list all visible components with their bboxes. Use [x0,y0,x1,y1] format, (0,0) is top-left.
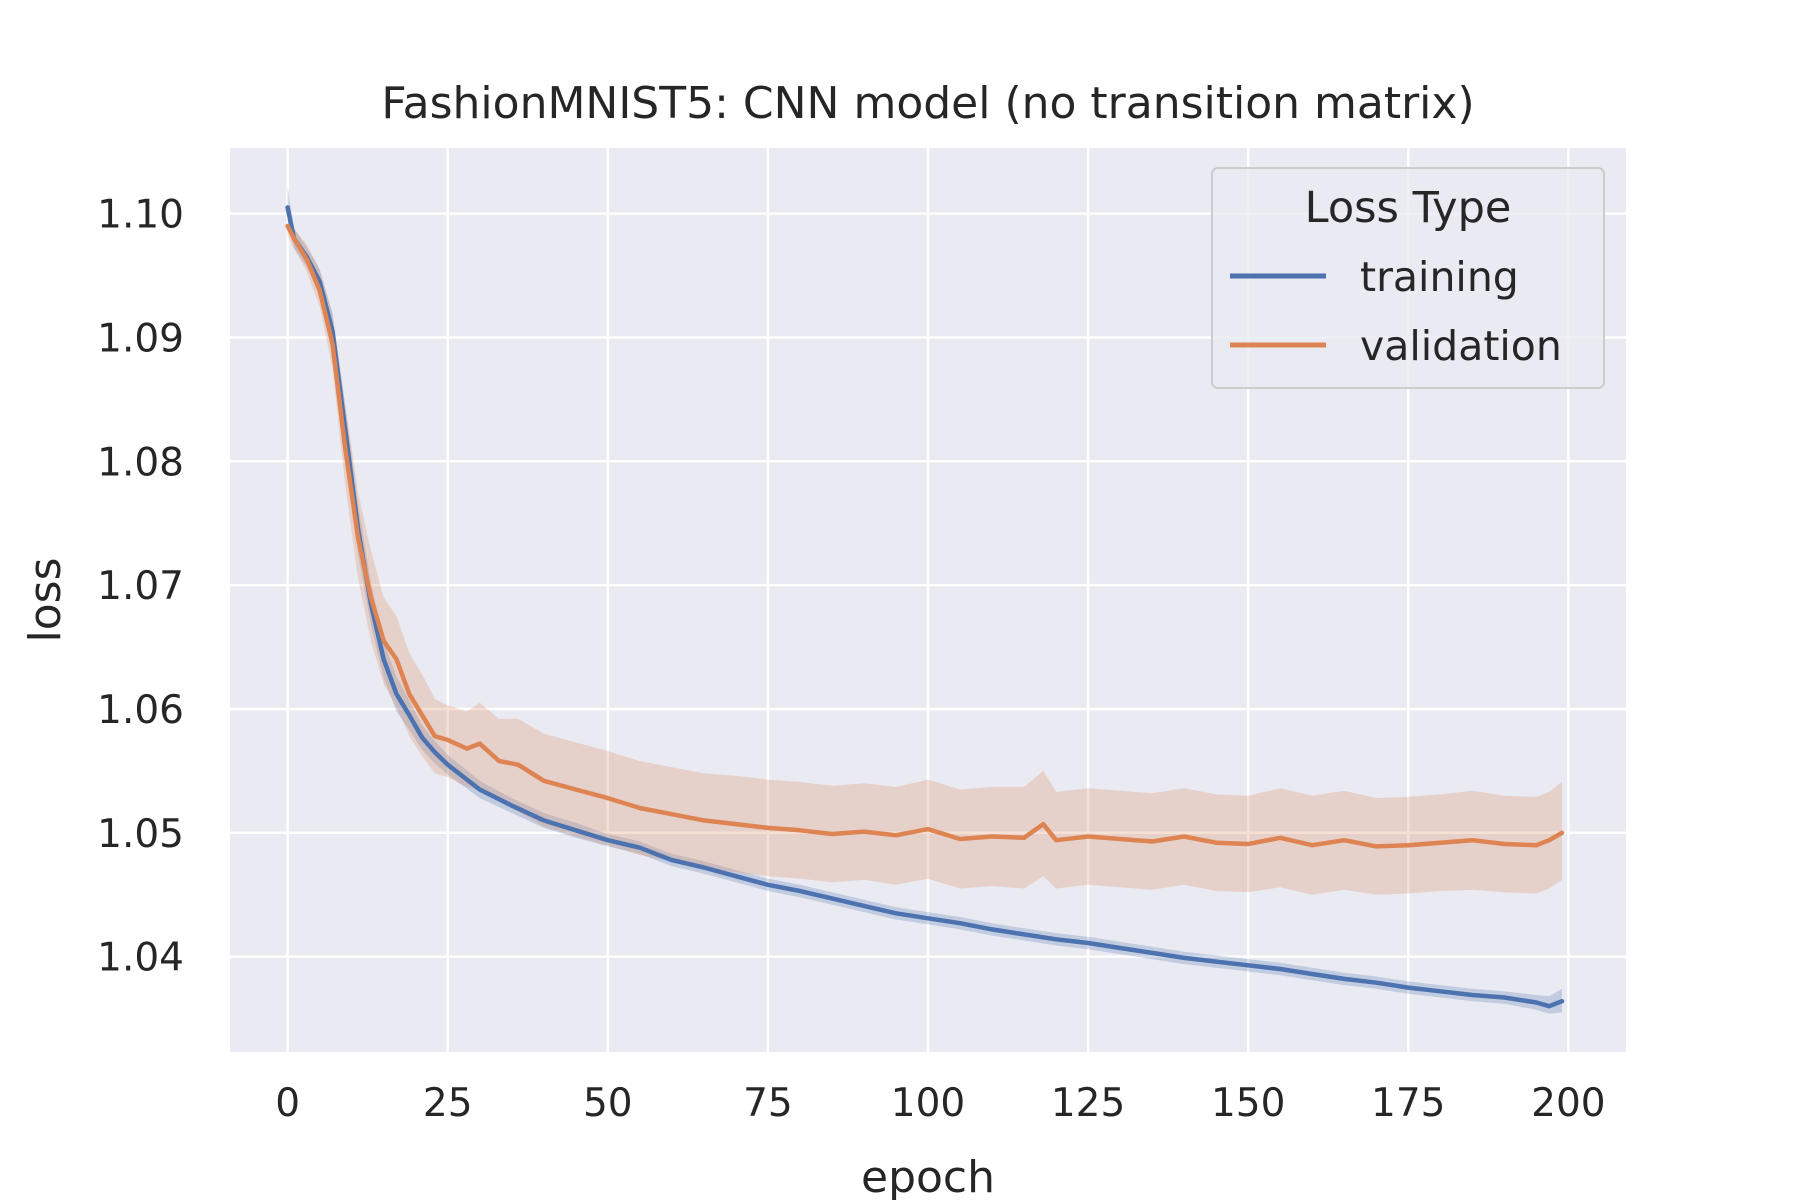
legend-label-validation: validation [1360,322,1562,370]
x-tick-label-125: 125 [1051,1081,1125,1126]
y-tick-label-5: 1.09 [97,316,184,361]
y-axis-label: loss [20,558,71,643]
x-tick-label-150: 150 [1211,1081,1285,1126]
y-tick-label-4: 1.08 [97,440,184,485]
band-validation [287,216,1563,895]
line-training [285,205,1565,1009]
y-tick-labels: 1.04 1.05 1.06 1.07 1.08 1.09 1.10 [97,193,184,981]
x-tick-label-50: 50 [583,1081,633,1126]
x-tick-label-75: 75 [743,1081,793,1126]
x-tick-label-0: 0 [275,1081,300,1126]
legend: Loss Type training validation [1211,167,1605,389]
confidence-bands [287,186,1563,1014]
x-tick-label-200: 200 [1531,1081,1605,1126]
line-validation [285,223,1565,849]
x-tick-label-175: 175 [1371,1081,1445,1126]
x-tick-label-100: 100 [891,1081,965,1126]
x-tick-label-25: 25 [423,1081,473,1126]
y-tick-label-3: 1.07 [97,564,184,609]
legend-title: Loss Type [1305,183,1512,233]
chart-title: FashionMNIST5: CNN model (no transition … [381,78,1474,129]
x-tick-labels: 0 25 50 75 100 125 150 175 200 [275,1081,1605,1126]
y-tick-label-2: 1.06 [97,688,184,733]
y-tick-label-1: 1.05 [97,812,184,857]
y-tick-label-0: 1.04 [97,936,184,981]
y-tick-label-6: 1.10 [97,193,184,238]
legend-label-training: training [1360,253,1519,301]
x-axis-label: epoch [861,1152,995,1200]
series-lines [285,205,1565,1009]
legend-box [1211,167,1605,389]
